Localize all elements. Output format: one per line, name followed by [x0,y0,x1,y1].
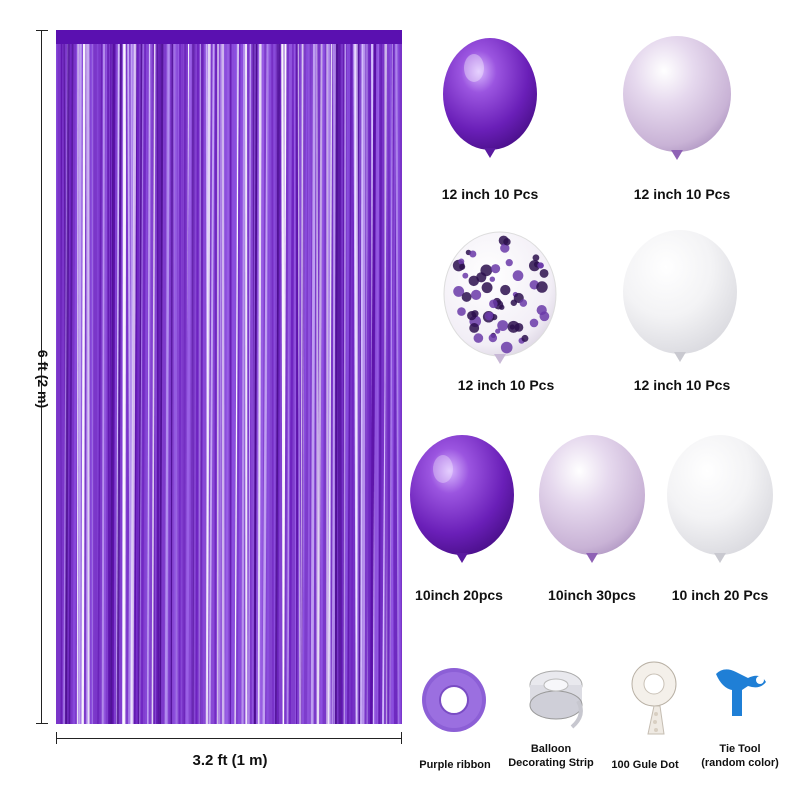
balloon-label: 10 inch 20 Pcs [671,587,769,603]
width-dimension-tick-left [56,732,57,744]
height-dimension-tick-top [36,30,48,31]
accessory-label-line2: (random color) [701,757,779,769]
decorating-strip-icon [520,655,592,735]
width-dimension-tick-right [401,732,402,744]
balloon-white-10in [664,433,776,578]
height-dimension-line [41,30,42,724]
tie-tool-icon [702,660,774,730]
balloon-white-12in [620,226,740,371]
width-label: 3.2 ft (1 m) [192,752,268,769]
accessory-label-line1: Tie Tool [719,743,761,755]
balloon-confetti-12in [440,226,560,376]
balloon-purple-12in [440,34,540,174]
balloon-label: 10inch 30pcs [548,587,636,603]
accessory-label: Purple ribbon [419,759,491,771]
foil-fringe-curtain [56,30,402,724]
width-dimension-line [56,738,402,739]
height-dimension-tick-bottom [36,723,48,724]
accessory-label: 100 Gule Dot [611,759,679,771]
accessory-label: Balloon Decorating Strip [496,742,606,770]
balloon-purple-10in [407,433,517,578]
balloon-label: 12 inch 10 Pcs [633,377,731,393]
balloon-label: 10inch 20pcs [415,587,503,603]
balloon-lavender-12in [620,32,735,172]
ribbon-roll-icon [418,660,490,740]
balloon-label: 12 inch 10 Pcs [457,377,555,393]
accessory-label: Tie Tool (random color) [685,742,795,770]
height-label: 6 ft (2 m) [35,349,51,409]
balloon-label: 12 inch 10 Pcs [633,186,731,202]
curtain-strands [56,30,402,724]
glue-dot-roll-icon [618,650,690,738]
accessory-label-line2: Decorating Strip [508,757,594,769]
balloon-label: 12 inch 10 Pcs [441,186,539,202]
accessory-label-line1: Balloon [530,743,572,755]
balloon-lavender-10in [536,433,648,578]
